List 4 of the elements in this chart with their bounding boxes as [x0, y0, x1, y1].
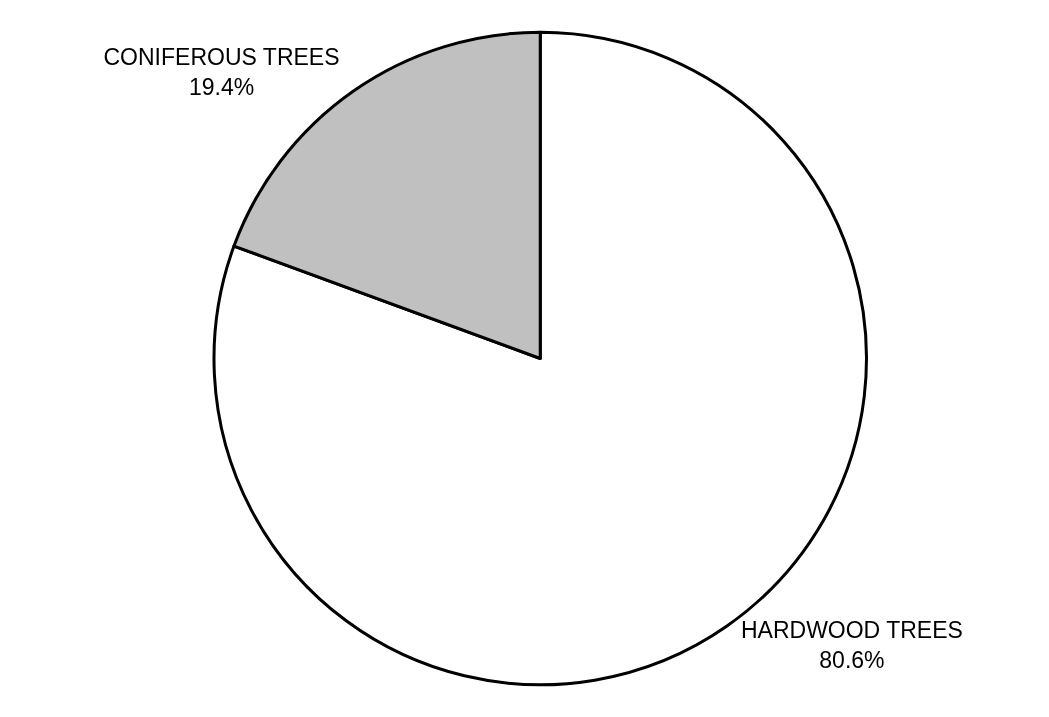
- data-label: 19.4%: [188, 74, 255, 101]
- data-label: 80.6%: [819, 646, 885, 673]
- slice-label: HARDWOOD TREES: [740, 616, 963, 643]
- slice-label: CONIFEROUS TREES: [103, 44, 340, 71]
